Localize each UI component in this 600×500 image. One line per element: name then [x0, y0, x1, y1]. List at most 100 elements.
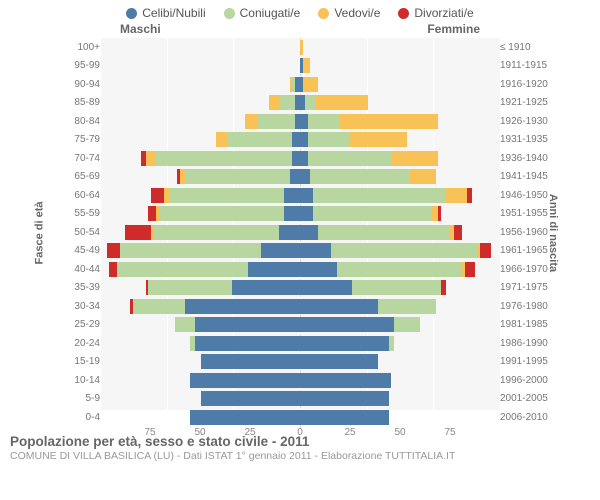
bar-segment [394, 317, 420, 332]
female-bar [300, 354, 496, 369]
male-bar [104, 95, 300, 110]
bar-zone [104, 299, 496, 314]
bar-segment [284, 188, 300, 203]
female-bar [300, 206, 496, 221]
birth-year-label: 1971-1975 [496, 282, 550, 293]
bar-segment [410, 169, 436, 184]
bar-segment [300, 410, 389, 425]
bar-segment [300, 336, 389, 351]
bar-segment [300, 114, 308, 129]
bar-segment [185, 169, 290, 184]
age-row: 5-92001-2005 [50, 390, 550, 409]
female-bar [300, 243, 496, 258]
male-bar [104, 132, 300, 147]
bar-segment [337, 262, 462, 277]
bar-segment [300, 225, 318, 240]
female-bar [300, 225, 496, 240]
female-bar [300, 188, 496, 203]
bar-segment [441, 280, 446, 295]
bar-zone [104, 410, 496, 425]
x-tick: 50 [175, 427, 225, 445]
birth-year-label: 1951-1955 [496, 208, 550, 219]
bar-segment [308, 114, 339, 129]
male-bar [104, 169, 300, 184]
bar-segment [148, 206, 156, 221]
bar-segment [303, 77, 319, 92]
age-label: 50-54 [50, 227, 104, 238]
yaxis-right-title: Anni di nascita [547, 194, 559, 272]
male-bar [104, 77, 300, 92]
age-label: 25-29 [50, 319, 104, 330]
age-label: 85-89 [50, 97, 104, 108]
age-label: 15-19 [50, 356, 104, 367]
male-bar [104, 280, 300, 295]
bar-segment [109, 262, 117, 277]
bar-segment [303, 58, 311, 73]
bar-segment [318, 225, 449, 240]
age-row: 40-441966-1970 [50, 260, 550, 279]
bar-segment [175, 317, 196, 332]
legend-item: Vedovi/e [318, 6, 380, 20]
female-bar [300, 151, 496, 166]
x-tick: 50 [375, 427, 425, 445]
male-bar [104, 410, 300, 425]
bar-segment [151, 188, 164, 203]
legend: Celibi/NubiliConiugati/eVedovi/eDivorzia… [0, 0, 600, 20]
female-bar [300, 391, 496, 406]
legend-label: Celibi/Nubili [142, 6, 205, 20]
bar-segment [261, 243, 300, 258]
male-bar [104, 58, 300, 73]
bar-segment [339, 114, 438, 129]
chart-container: Celibi/NubiliConiugati/eVedovi/eDivorzia… [0, 0, 600, 500]
birth-year-label: 1931-1935 [496, 134, 550, 145]
female-bar [300, 95, 496, 110]
age-label: 90-94 [50, 79, 104, 90]
bar-zone [104, 151, 496, 166]
pyramid-chart: Fasce di età Anni di nascita 100+≤ 19109… [50, 38, 550, 428]
birth-year-label: 1966-1970 [496, 264, 550, 275]
age-row: 95-991911-1915 [50, 57, 550, 76]
age-row: 80-841926-1930 [50, 112, 550, 131]
female-bar [300, 169, 496, 184]
x-tick: 25 [225, 427, 275, 445]
bar-segment [125, 225, 151, 240]
bar-segment [159, 206, 284, 221]
male-header: Maschi [120, 22, 161, 36]
bar-segment [300, 317, 394, 332]
bar-zone [104, 77, 496, 92]
age-row: 60-641946-1950 [50, 186, 550, 205]
female-header: Femmine [427, 22, 480, 36]
age-label: 75-79 [50, 134, 104, 145]
x-tick: 0 [275, 427, 325, 445]
female-bar [300, 336, 496, 351]
bar-segment [292, 151, 300, 166]
age-row: 20-241986-1990 [50, 334, 550, 353]
bar-segment [120, 243, 261, 258]
bar-segment [154, 225, 279, 240]
age-row: 10-141996-2000 [50, 371, 550, 390]
legend-swatch [398, 8, 409, 19]
age-label: 70-74 [50, 153, 104, 164]
birth-year-label: 1976-1980 [496, 301, 550, 312]
female-bar [300, 373, 496, 388]
bar-segment [313, 206, 431, 221]
bar-segment [117, 262, 248, 277]
age-row: 70-741936-1940 [50, 149, 550, 168]
age-label: 35-39 [50, 282, 104, 293]
age-row: 25-29 1981-1985 [50, 316, 550, 335]
birth-year-label: 1986-1990 [496, 338, 550, 349]
birth-year-label: 1981-1985 [496, 319, 550, 330]
bar-segment [216, 132, 226, 147]
female-bar [300, 77, 496, 92]
bar-zone [104, 336, 496, 351]
bar-segment [308, 151, 392, 166]
bar-segment [258, 114, 295, 129]
legend-label: Divorziati/e [414, 6, 473, 20]
birth-year-label: 1991-1995 [496, 356, 550, 367]
bar-segment [248, 262, 300, 277]
female-bar [300, 410, 496, 425]
age-row: 35-39 1971-1975 [50, 279, 550, 298]
bar-zone [104, 280, 496, 295]
bar-segment [133, 299, 185, 314]
age-label: 10-14 [50, 375, 104, 386]
